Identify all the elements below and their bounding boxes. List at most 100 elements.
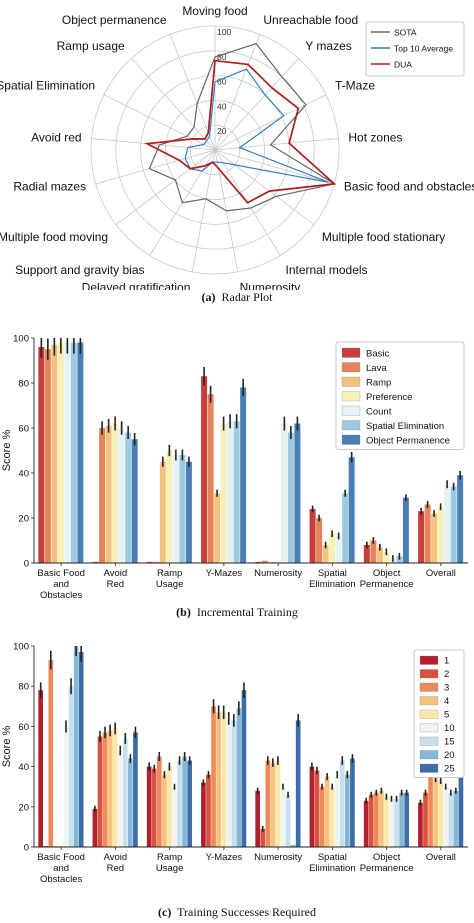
- bar-spatial-elimination: [179, 455, 186, 563]
- bar-ramp: [431, 513, 438, 563]
- bar-15: [68, 686, 74, 847]
- y-tick-label: 60: [18, 424, 29, 435]
- bar-3: [373, 792, 379, 847]
- x-tick-label: Object Permanence: [360, 568, 414, 590]
- bar-object-permanence: [131, 439, 138, 563]
- bar-basic: [309, 509, 316, 563]
- caption-successes: (c) Training Successes Required: [0, 905, 474, 920]
- bar-3: [102, 732, 108, 847]
- radar-spoke: [169, 34, 216, 151]
- bar-lava: [424, 504, 431, 563]
- bar-5: [329, 786, 335, 847]
- radar-spoke: [91, 138, 216, 151]
- legend-label: 4: [444, 696, 449, 707]
- radar-r-tick: 80: [217, 52, 227, 62]
- x-tick-label: Y-Mazes: [206, 852, 243, 863]
- radar-category-label: Basic food and obstacles: [344, 180, 474, 194]
- legend-label: Preference: [366, 392, 412, 403]
- radar-spoke: [214, 138, 339, 151]
- bar-15: [122, 738, 128, 847]
- radar-legend-box: [365, 21, 465, 77]
- legend-label: Ramp: [366, 378, 391, 389]
- bar-4: [216, 712, 221, 847]
- y-tick-label: 100: [13, 642, 29, 653]
- bar-preference: [166, 450, 173, 563]
- bar-5: [221, 712, 226, 847]
- bar-10: [280, 786, 286, 847]
- bar-ramp: [322, 545, 329, 563]
- bar-1: [255, 790, 260, 847]
- bar-20: [290, 844, 296, 847]
- caption-tag: (c): [158, 905, 172, 919]
- x-tick-label: Spatial Elimination: [309, 568, 355, 590]
- radar-spoke: [115, 149, 216, 226]
- legend-swatch: [341, 420, 361, 431]
- bar-2: [151, 768, 157, 847]
- bar-2: [206, 774, 211, 847]
- bar-5: [438, 780, 443, 847]
- bar-spatial-elimination: [70, 342, 77, 563]
- legend-label: Top 10 Average: [394, 44, 453, 54]
- bar-20: [73, 646, 79, 847]
- bar-4: [379, 790, 384, 847]
- bar-25: [241, 690, 247, 847]
- bar-5: [112, 728, 118, 847]
- legend-swatch: [341, 362, 361, 373]
- incremental-training-chart: 0 20 40 60 80 100 Score % Basic Food and Obstacle…: [1, 334, 468, 601]
- bar-15: [339, 760, 345, 847]
- bar-25: [350, 758, 355, 847]
- y-tick-label: 0: [24, 559, 29, 570]
- radar-series-sota: [148, 42, 336, 212]
- bar-object-permanence: [77, 342, 84, 563]
- legend-label: 10: [444, 723, 455, 734]
- bar-25: [295, 720, 301, 847]
- legend-swatch: [341, 434, 361, 445]
- bar-count: [335, 536, 342, 563]
- bar-object-permanence: [185, 461, 192, 563]
- bar-20: [345, 774, 350, 847]
- bar-10: [389, 798, 394, 847]
- bar-object-permanence: [294, 423, 301, 563]
- radar-spoke: [95, 149, 216, 185]
- legend-label: 5: [444, 710, 449, 721]
- radar-category-label: Object permanence: [62, 13, 167, 27]
- radar-spoke: [103, 94, 216, 151]
- bar-basic: [418, 511, 425, 563]
- x-tick-label: Numerosity: [254, 568, 302, 579]
- radar-category-label: Numerosity: [240, 281, 301, 290]
- y-tick-label: 80: [18, 682, 29, 693]
- legend-swatch: [341, 391, 361, 402]
- bar-4: [270, 762, 276, 847]
- bar-20: [182, 756, 187, 847]
- bar-basic: [255, 561, 262, 564]
- bar-3: [319, 786, 325, 847]
- bar-spatial-elimination: [450, 486, 457, 563]
- x-tick-label: Overall: [426, 568, 456, 579]
- bar-1: [146, 766, 152, 847]
- legend-swatch: [419, 750, 439, 760]
- legend-swatch: [419, 723, 439, 733]
- y-tick-label: 20: [18, 802, 29, 813]
- bar-spatial-elimination: [342, 493, 349, 563]
- bar-count: [227, 421, 234, 563]
- bar-ramp: [51, 344, 58, 563]
- legend-swatch: [419, 736, 439, 746]
- radar-spoke: [214, 58, 299, 151]
- bar-basic: [92, 561, 99, 564]
- bar-1: [309, 766, 315, 847]
- bar-ramp: [159, 461, 166, 563]
- bar-4: [433, 778, 438, 847]
- x-tick-label: Overall: [426, 852, 456, 863]
- y-tick-label: 60: [18, 722, 29, 733]
- radar-spoke: [214, 149, 335, 185]
- bar-basic: [201, 376, 208, 563]
- bar-preference: [112, 423, 119, 563]
- x-tick-label: Ramp Usage: [156, 852, 183, 874]
- x-tick-label: Ramp Usage: [156, 568, 183, 590]
- legend-label: SOTA: [394, 28, 417, 38]
- bar-25: [458, 768, 464, 847]
- legend-swatch: [419, 696, 439, 706]
- bar-basic: [146, 561, 153, 564]
- bar-4: [107, 730, 113, 847]
- bar-20: [453, 790, 459, 847]
